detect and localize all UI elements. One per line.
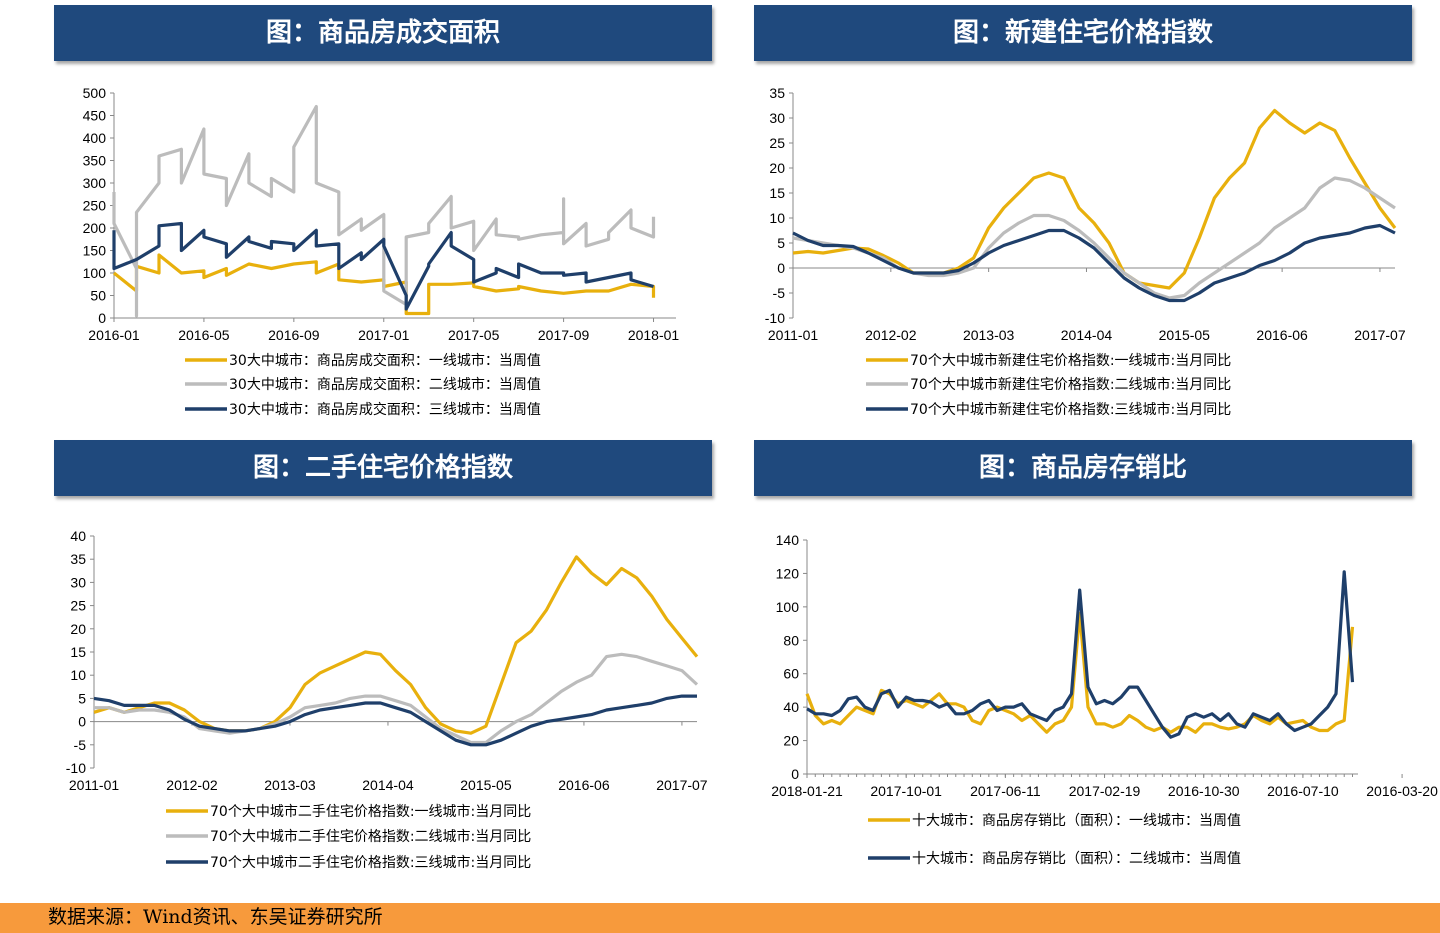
c1-y-tick-label: 300 [83,175,107,191]
c2-legend-label-1: 70个大中城市新建住宅价格指数:二线城市:当月同比 [910,376,1231,393]
c3-x-tick-label: 2014-04 [362,777,414,793]
c1-y-tick-label: 0 [98,310,106,326]
c1-series-1-line [112,104,656,318]
c1-x-tick-label: 2018-01 [628,327,680,343]
c3-y-tick-label: 30 [70,574,86,590]
c1-x-tick-label: 2017-09 [538,327,590,343]
c4-x-tick-label: 2017-06-11 [970,783,1041,799]
c1-y-tick-label: 400 [83,130,107,146]
c3-legend-label-0: 70个大中城市二手住宅价格指数:一线城市:当月同比 [210,803,531,820]
c2-x-tick-label: 2016-06 [1256,327,1308,343]
c1-legend-label-0: 30大中城市：商品房成交面积：一线城市：当周值 [229,352,541,369]
c2-x-tick-label: 2017-07 [1354,327,1406,343]
c4-series-0-line [805,611,1355,734]
c4-y-tick-label: 140 [776,532,800,548]
c3-x-tick-label: 2011-01 [69,777,120,793]
c2-y-tick-label: 15 [769,185,785,201]
c3-x-tick-label: 2012-02 [166,777,218,793]
c4-legend-label-0: 十大城市：商品房存销比（面积）：一线城市：当周值 [912,812,1241,829]
c2-y-tick-label: 10 [769,210,785,226]
c3-series-1-line [94,652,699,745]
c4-y-tick-label: 60 [783,666,799,682]
c2-y-tick-label: 35 [769,85,785,101]
c1-y-tick-label: 500 [83,85,107,101]
c3-y-tick-label: 20 [70,621,86,637]
c1-y-tick-label: 150 [83,243,107,259]
c3-y-tick-label: 40 [70,528,86,544]
c1-y-tick-label: 100 [83,265,107,281]
c4-x-tick-label: 2017-10-01 [870,783,942,799]
c1-y-tick-label: 200 [83,220,107,236]
c3-x-tick-label: 2015-05 [460,777,512,793]
c4-x-tick-label: 2016-10-30 [1168,783,1240,799]
c3-x-tick-label: 2016-06 [558,777,610,793]
c4-y-tick-label: 100 [776,599,800,615]
chart4-title: 图：商品房存销比 [754,440,1412,496]
c4-y-tick-label: 0 [791,766,799,782]
c3-x-tick-label: 2013-03 [264,777,316,793]
c4-x-tick-label: 2017-02-19 [1069,783,1141,799]
c3-series-2-line [93,694,697,747]
source-footer: 数据来源：Wind资讯、东吴证券研究所 [0,903,1440,933]
c3-x-tick-label: 2017-07 [656,777,708,793]
chart1-title: 图：商品房成交面积 [54,5,712,61]
c2-y-tick-label: -10 [765,310,785,326]
c3-y-tick-label: 15 [70,644,86,660]
c1-y-tick-label: 350 [83,153,107,169]
c1-series-2-line [112,221,654,311]
c2-series-0-line [792,108,1397,290]
c1-x-tick-label: 2017-05 [448,327,500,343]
c1-y-tick-label: 50 [90,288,106,304]
c3-y-tick-label: -10 [66,760,86,776]
c4-x-tick-label: 2016-07-10 [1267,783,1339,799]
c4-series-1-line [806,570,1355,739]
c4-y-tick-label: 20 [783,733,799,749]
source-text: 数据来源：Wind资讯、东吴证券研究所 [48,906,383,928]
c1-y-tick-label: 450 [83,108,107,124]
c2-y-tick-label: 25 [769,135,785,151]
c2-series-2-line [792,223,1396,303]
c3-legend-label-2: 70个大中城市二手住宅价格指数:三线城市:当月同比 [210,854,531,871]
c4-x-tick-label: 2018-01-21 [771,783,843,799]
c4-x-tick-label: 2016-03-20 [1366,783,1438,799]
chart3-title: 图：二手住宅价格指数 [54,440,712,496]
c3-y-tick-label: 5 [78,690,86,706]
c1-legend-label-2: 30大中城市：商品房成交面积：三线城市：当周值 [229,401,541,418]
c3-y-tick-label: 25 [70,598,86,614]
c2-y-tick-label: 30 [769,110,785,126]
c1-x-tick-label: 2016-01 [88,327,140,343]
c4-y-tick-label: 120 [776,565,800,581]
c2-x-tick-label: 2012-02 [865,327,917,343]
c4-legend-label-1: 十大城市：商品房存销比（面积）：二线城市：当周值 [912,850,1241,867]
c2-y-tick-label: 20 [769,160,785,176]
c2-x-tick-label: 2011-01 [768,327,819,343]
c2-series-1-line [792,176,1396,300]
c4-y-tick-label: 80 [783,632,799,648]
c2-y-tick-label: 0 [777,260,785,276]
c2-y-tick-label: 5 [777,235,785,251]
chart2-title: 图：新建住宅价格指数 [754,5,1412,61]
c3-legend-label-1: 70个大中城市二手住宅价格指数:二线城市:当月同比 [210,828,531,845]
c3-y-tick-label: 35 [70,551,86,567]
c3-series-0-line [93,555,699,735]
c2-legend-label-2: 70个大中城市新建住宅价格指数:三线城市:当月同比 [910,401,1231,418]
c3-y-tick-label: 0 [78,714,86,730]
c4-y-tick-label: 40 [783,699,799,715]
c2-x-tick-label: 2013-03 [963,327,1015,343]
c1-x-tick-label: 2016-09 [268,327,320,343]
c2-y-tick-label: -5 [773,285,786,301]
c2-legend-label-0: 70个大中城市新建住宅价格指数:一线城市:当月同比 [910,352,1231,369]
c1-y-tick-label: 250 [83,198,107,214]
c1-x-tick-label: 2017-01 [358,327,410,343]
c1-legend-label-1: 30大中城市：商品房成交面积：二线城市：当周值 [229,376,541,393]
c2-x-tick-label: 2015-05 [1159,327,1211,343]
c1-x-tick-label: 2016-05 [178,327,230,343]
c3-y-tick-label: -5 [74,737,87,753]
c2-x-tick-label: 2014-04 [1061,327,1113,343]
c3-y-tick-label: 10 [70,667,86,683]
